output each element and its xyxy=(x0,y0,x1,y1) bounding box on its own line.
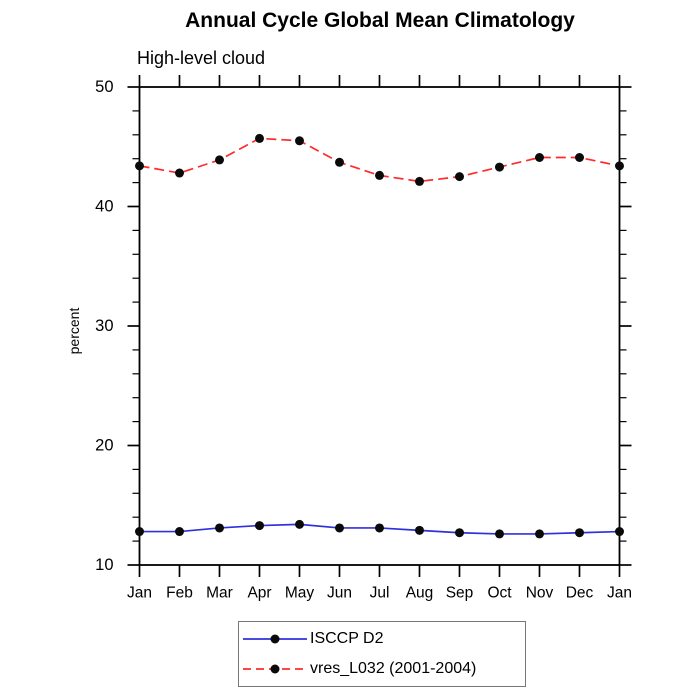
legend-item-isccp: ISCCP D2 xyxy=(242,625,525,653)
data-point-s0 xyxy=(415,525,424,535)
x-tick-label: May xyxy=(285,585,315,602)
x-tick-label: Jul xyxy=(370,585,390,602)
x-tick-label: Feb xyxy=(166,585,193,602)
legend: ISCCP D2 vres_L032 (2001-2004) xyxy=(238,621,526,687)
data-point-s1 xyxy=(455,172,464,182)
x-tick-label: Dec xyxy=(566,585,594,602)
data-point-s1 xyxy=(255,133,264,143)
y-tick-label: 20 xyxy=(95,437,113,455)
data-point-s1 xyxy=(375,170,384,180)
data-point-s0 xyxy=(575,528,584,538)
data-point-s1 xyxy=(175,168,184,178)
chart-title: Annual Cycle Global Mean Climatology xyxy=(185,9,575,32)
x-tick-label: Jun xyxy=(327,585,352,602)
legend-label-vres: vres_L032 (2001-2004) xyxy=(310,660,477,678)
legend-line-sample-solid-blue xyxy=(243,634,307,644)
data-point-s0 xyxy=(255,521,264,531)
data-point-s1 xyxy=(135,161,144,171)
legend-line-sample-dashed-red xyxy=(243,664,307,674)
data-point-s1 xyxy=(215,155,224,165)
x-tick-label: Apr xyxy=(247,585,271,602)
y-tick-label: 50 xyxy=(95,78,113,96)
x-tick-label: Sep xyxy=(446,585,474,602)
data-point-s0 xyxy=(535,529,544,539)
data-point-s0 xyxy=(375,523,384,533)
x-tick-label: Nov xyxy=(526,585,554,602)
data-point-s1 xyxy=(615,161,624,171)
y-tick-label: 10 xyxy=(95,556,113,574)
data-point-s1 xyxy=(415,176,424,186)
chart-subtitle: High-level cloud xyxy=(137,48,266,68)
data-point-s0 xyxy=(495,529,504,539)
data-point-s0 xyxy=(335,523,344,533)
x-tick-label: Jan xyxy=(127,585,152,602)
data-point-s1 xyxy=(575,153,584,163)
data-point-s1 xyxy=(535,153,544,163)
legend-item-vres: vres_L032 (2001-2004) xyxy=(242,655,525,683)
x-tick-label: Aug xyxy=(406,585,434,602)
data-point-s0 xyxy=(175,527,184,537)
data-point-s0 xyxy=(295,519,304,529)
data-point-s0 xyxy=(135,527,144,537)
axis-frame xyxy=(138,86,621,566)
data-point-s0 xyxy=(455,528,464,538)
x-tick-label: Mar xyxy=(206,585,233,602)
data-point-s0 xyxy=(215,523,224,533)
data-point-s0 xyxy=(615,527,624,537)
x-tick-label: Oct xyxy=(487,585,512,602)
data-point-s1 xyxy=(295,136,304,146)
data-point-s1 xyxy=(495,162,504,172)
data-point-s1 xyxy=(335,157,344,167)
y-tick-label: 30 xyxy=(95,317,113,335)
x-tick-label: Jan xyxy=(607,585,632,602)
legend-label-isccp: ISCCP D2 xyxy=(310,629,384,647)
y-tick-label: 40 xyxy=(95,198,113,216)
